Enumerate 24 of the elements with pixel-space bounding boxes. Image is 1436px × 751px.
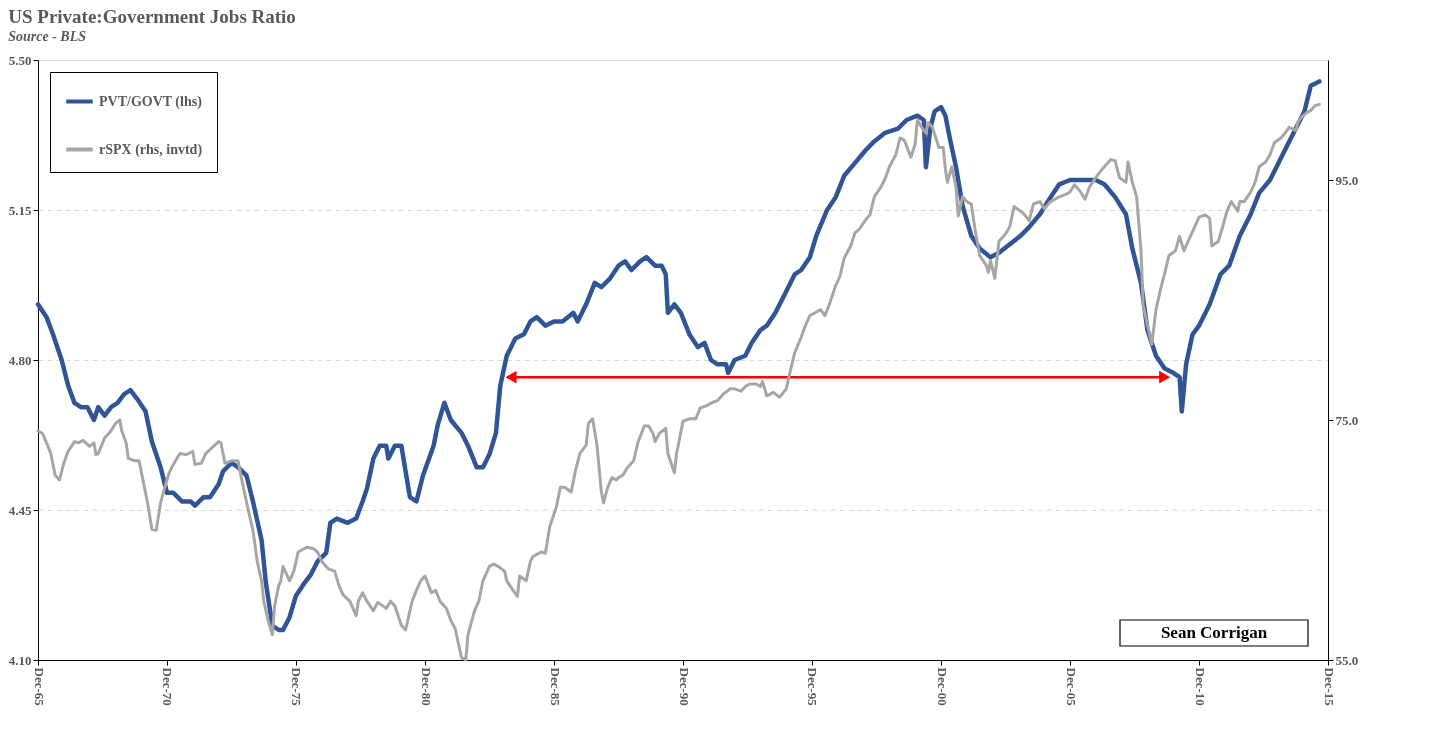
chart-title: US Private:Government Jobs Ratio — [8, 6, 296, 27]
x-tick-label: Dec-85 — [547, 667, 563, 707]
y2-tick-label: 95.0 — [1335, 172, 1359, 188]
x-tick-label: Dec-70 — [160, 667, 176, 706]
legend-label: PVT/GOVT (lhs) — [99, 93, 203, 110]
y2-tick-label: 75.0 — [1335, 412, 1359, 428]
y-tick-label: 4.10 — [8, 652, 32, 668]
x-tick-label: Dec-15 — [1321, 667, 1337, 707]
annotation: Sean Corrigan — [1160, 623, 1268, 642]
x-tick-label: Dec-75 — [289, 667, 305, 707]
y-tick-label: 5.15 — [8, 202, 32, 218]
x-tick-label: Dec-10 — [1192, 667, 1208, 706]
y-tick-label: 4.45 — [8, 502, 32, 518]
chart-subtitle: Source - BLS — [8, 29, 87, 44]
x-tick-label: Dec-00 — [934, 667, 950, 706]
x-tick-label: Dec-80 — [418, 667, 434, 706]
x-tick-label: Dec-05 — [1063, 667, 1079, 707]
y-tick-label: 5.50 — [8, 52, 32, 68]
x-tick-label: Dec-90 — [676, 667, 692, 706]
x-tick-label: Dec-65 — [31, 667, 47, 707]
x-tick-label: Dec-95 — [805, 667, 821, 707]
legend-label: rSPX (rhs, invtd) — [99, 141, 203, 158]
y-tick-label: 4.80 — [8, 352, 32, 368]
y2-tick-label: 55.0 — [1335, 652, 1359, 668]
